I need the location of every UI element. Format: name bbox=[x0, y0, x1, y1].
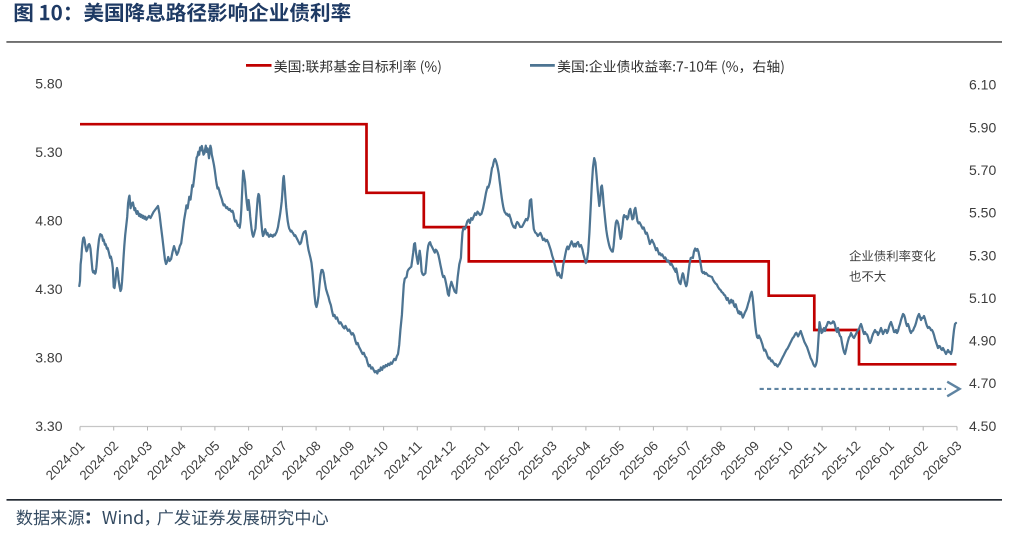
svg-text:3.30: 3.30 bbox=[35, 418, 62, 434]
svg-text:5.50: 5.50 bbox=[969, 205, 996, 221]
svg-text:5.90: 5.90 bbox=[969, 119, 996, 135]
svg-text:5.30: 5.30 bbox=[969, 247, 996, 263]
svg-text:4.50: 4.50 bbox=[969, 418, 996, 434]
svg-text:5.30: 5.30 bbox=[35, 144, 62, 160]
svg-text:4.80: 4.80 bbox=[35, 212, 62, 228]
svg-text:4.90: 4.90 bbox=[969, 333, 996, 349]
svg-text:6.10: 6.10 bbox=[969, 77, 996, 93]
svg-text:4.30: 4.30 bbox=[35, 281, 62, 297]
svg-text:5.10: 5.10 bbox=[969, 290, 996, 306]
svg-text:3.80: 3.80 bbox=[35, 349, 62, 365]
svg-text:5.70: 5.70 bbox=[969, 162, 996, 178]
svg-text:4.70: 4.70 bbox=[969, 375, 996, 391]
svg-text:5.80: 5.80 bbox=[35, 75, 62, 91]
